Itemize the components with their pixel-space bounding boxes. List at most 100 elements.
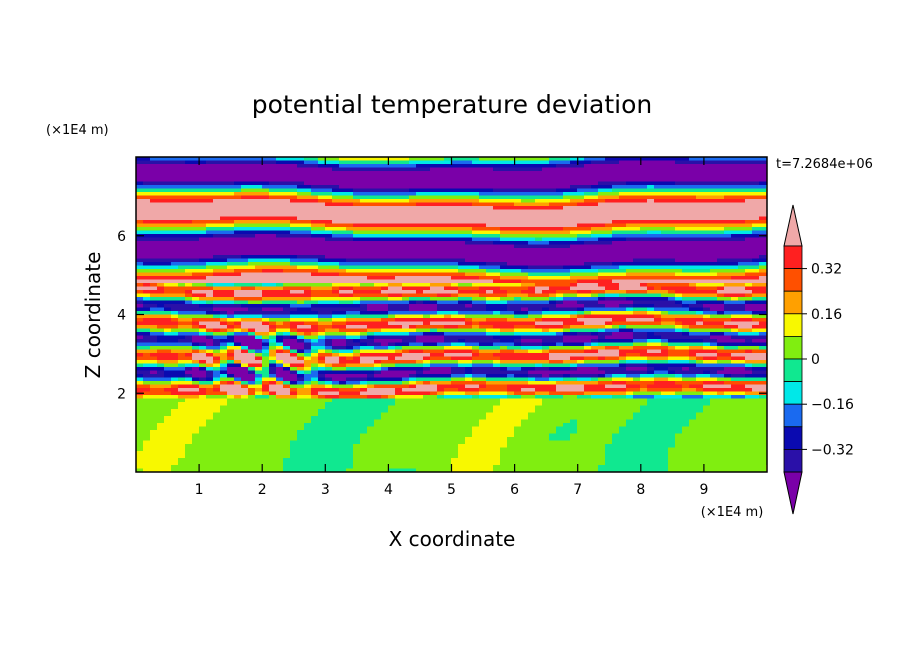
heatmap-cell (353, 346, 361, 351)
heatmap-cell (444, 346, 452, 351)
heatmap-cell (577, 265, 585, 270)
heatmap-cell (136, 199, 144, 204)
heatmap-cell (374, 346, 382, 351)
heatmap-cell (577, 227, 585, 232)
heatmap-cell (668, 342, 676, 347)
heatmap-cell (724, 335, 732, 340)
heatmap-cell (465, 227, 473, 232)
heatmap-cell (283, 230, 291, 235)
heatmap-cell (612, 269, 620, 274)
heatmap-cell (703, 181, 711, 186)
heatmap-cell (150, 209, 158, 214)
heatmap-cell (738, 328, 746, 333)
heatmap-cell (682, 290, 690, 295)
heatmap-cell (514, 283, 522, 288)
heatmap-cell (367, 265, 375, 270)
heatmap-cell (227, 342, 235, 347)
heatmap-cell (661, 346, 669, 351)
heatmap-cell (444, 192, 452, 197)
heatmap-cell (367, 244, 375, 249)
heatmap-cell (437, 286, 445, 291)
heatmap-cell (535, 213, 543, 218)
heatmap-cell (626, 318, 634, 323)
heatmap-cell (591, 300, 599, 305)
heatmap-cell (304, 230, 312, 235)
heatmap-cell (717, 171, 725, 176)
heatmap-cell (612, 213, 620, 218)
heatmap-cell (528, 244, 536, 249)
heatmap-cell (192, 269, 200, 274)
heatmap-cell (381, 339, 389, 344)
heatmap-cell (752, 230, 760, 235)
heatmap-cell (626, 230, 634, 235)
heatmap-cell (374, 255, 382, 260)
heatmap-cell (409, 188, 417, 193)
heatmap-cell (339, 244, 347, 249)
heatmap-cell (556, 311, 564, 316)
heatmap-cell (332, 251, 340, 256)
heatmap-cell (640, 244, 648, 249)
heatmap-cell (444, 325, 452, 330)
heatmap-cell (150, 262, 158, 267)
heatmap-cell (304, 325, 312, 330)
heatmap-cell (507, 157, 515, 162)
heatmap-cell (598, 265, 606, 270)
heatmap-cell (668, 178, 676, 183)
heatmap-cell (542, 230, 550, 235)
heatmap-cell (451, 297, 459, 302)
heatmap-cell (759, 195, 767, 200)
heatmap-cell (255, 332, 263, 337)
heatmap-cell (612, 171, 620, 176)
heatmap-cell (248, 293, 256, 298)
heatmap-cell (192, 160, 200, 165)
heatmap-cell (451, 346, 459, 351)
heatmap-cell (752, 237, 760, 242)
heatmap-cell (563, 314, 571, 319)
heatmap-cell (199, 181, 207, 186)
heatmap-cell (325, 339, 333, 344)
heatmap-cell (563, 286, 571, 291)
heatmap-cell (157, 227, 165, 232)
heatmap-cell (409, 167, 417, 172)
heatmap-cell (409, 192, 417, 197)
heatmap-cell (360, 167, 368, 172)
heatmap-cell (549, 279, 557, 284)
heatmap-cell (654, 199, 662, 204)
heatmap-cell (577, 244, 585, 249)
heatmap-cell (759, 307, 767, 312)
heatmap-cell (283, 304, 291, 309)
heatmap-cell (500, 248, 508, 253)
heatmap-cell (654, 311, 662, 316)
heatmap-cell (367, 227, 375, 232)
heatmap-cell (213, 167, 221, 172)
heatmap-cell (402, 220, 410, 225)
heatmap-cell (717, 321, 725, 326)
heatmap-cell (626, 209, 634, 214)
heatmap-cell (241, 164, 249, 169)
heatmap-cell (640, 157, 648, 162)
heatmap-cell (759, 293, 767, 298)
heatmap-cell (591, 192, 599, 197)
heatmap-cell (136, 181, 144, 186)
heatmap-cell (388, 300, 396, 305)
heatmap-cell (290, 167, 298, 172)
heatmap-cell (388, 209, 396, 214)
heatmap-cell (493, 206, 501, 211)
heatmap-cell (444, 171, 452, 176)
heatmap-cell (283, 255, 291, 260)
heatmap-cell (157, 258, 165, 263)
heatmap-cell (731, 209, 739, 214)
heatmap-cell (717, 199, 725, 204)
heatmap-cell (437, 216, 445, 221)
heatmap-cell (696, 342, 704, 347)
heatmap-cell (388, 237, 396, 242)
heatmap-cell (318, 307, 326, 312)
heatmap-cell (213, 192, 221, 197)
heatmap-cell (325, 318, 333, 323)
heatmap-cell (430, 255, 438, 260)
heatmap-cell (206, 178, 214, 183)
heatmap-cell (612, 304, 620, 309)
heatmap-cell (339, 160, 347, 165)
heatmap-cell (563, 272, 571, 277)
heatmap-cell (717, 164, 725, 169)
